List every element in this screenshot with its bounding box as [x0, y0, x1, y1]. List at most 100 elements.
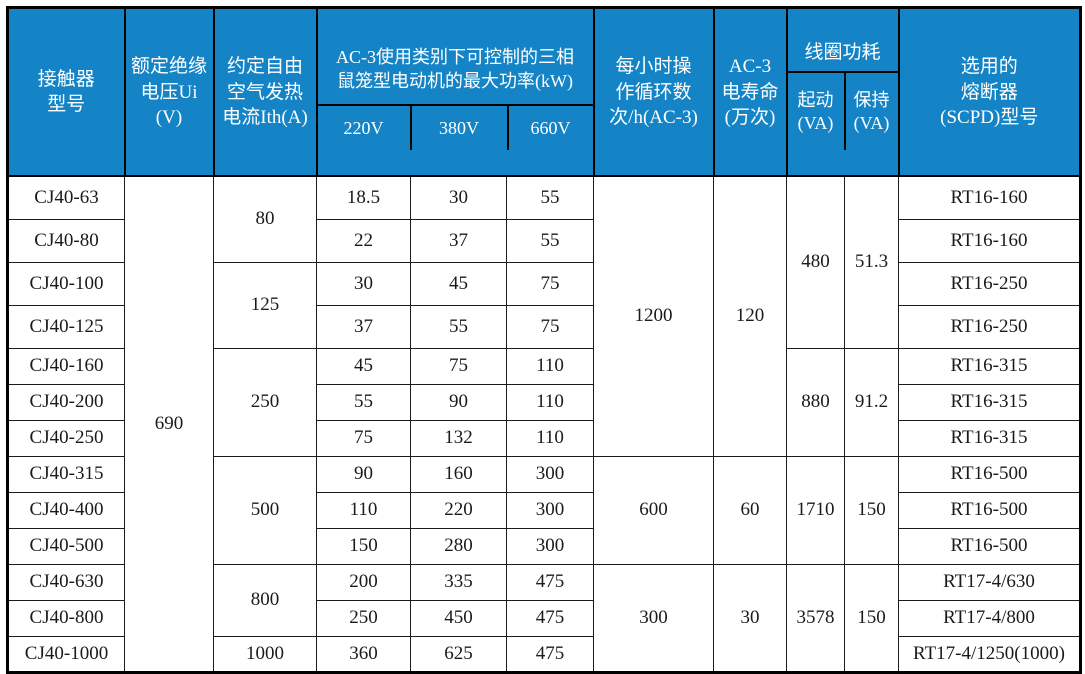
table-row: CJ40-500 150 280 300 RT16-500 — [7, 527, 1081, 565]
header-coil-hold: 保持 (VA) — [853, 90, 890, 133]
header-coil-group-title: 线圈功耗 — [787, 34, 898, 74]
cell-fuse: RT16-315 — [898, 419, 1081, 457]
cell-kw220: 55 — [316, 383, 411, 421]
cell-kw380: 625 — [410, 635, 507, 673]
cell-ith: 80 — [213, 175, 317, 263]
cell-fuse: RT17-4/800 — [898, 599, 1081, 637]
header-fuse-type: 选用的 熔断器 (SCPD)型号 — [897, 6, 1082, 178]
cell-life: 60 — [713, 455, 787, 565]
cell-ui: 690 — [124, 175, 214, 673]
cell-kw660: 475 — [506, 563, 594, 601]
cell-kw220: 45 — [316, 347, 411, 385]
cell-coil_start: 1710 — [786, 455, 845, 565]
cell-fuse: RT16-160 — [898, 175, 1081, 220]
cell-kw380: 280 — [410, 527, 507, 565]
table-row: CJ40-160 250 45 75 110 880 91.2 RT16-315 — [7, 347, 1081, 457]
header-electrical-life: AC-3 电寿命 (万次) — [712, 6, 788, 178]
cell-ith: 800 — [213, 563, 317, 637]
cell-kw660: 300 — [506, 527, 594, 565]
header-contactor-model: 接触器 型号 — [6, 6, 126, 178]
cell-model: CJ40-125 — [7, 304, 125, 349]
header-coil-start: 起动 (VA) — [788, 73, 846, 151]
cell-coil_hold: 51.3 — [844, 175, 899, 349]
cell-kw660: 110 — [506, 347, 594, 385]
cell-model: CJ40-63 — [7, 175, 125, 220]
cell-cycles: 1200 — [593, 175, 714, 457]
header-conventional-thermal-current: 约定自由 空气发热 电流Ith(A) — [212, 6, 318, 178]
cell-kw220: 22 — [316, 218, 411, 263]
cell-kw380: 450 — [410, 599, 507, 637]
cell-coil_start: 480 — [786, 175, 845, 349]
table-row: CJ40-100 125 30 45 75 RT16-250 — [7, 261, 1081, 349]
cell-kw220: 30 — [316, 261, 411, 306]
cell-model: CJ40-80 — [7, 218, 125, 263]
cell-kw380: 55 — [410, 304, 507, 349]
cell-ith: 500 — [213, 455, 317, 565]
cell-kw660: 110 — [506, 383, 594, 421]
cell-fuse: RT16-500 — [898, 527, 1081, 565]
cell-life: 30 — [713, 563, 787, 673]
cell-model: CJ40-500 — [7, 527, 125, 565]
cell-kw220: 18.5 — [316, 175, 411, 220]
cell-kw380: 30 — [410, 175, 507, 220]
cell-kw220: 110 — [316, 491, 411, 529]
cell-fuse: RT16-315 — [898, 383, 1081, 421]
header-coil-group: 线圈功耗 起动 (VA) 保持 (VA) — [785, 6, 900, 178]
cell-model: CJ40-400 — [7, 491, 125, 529]
cell-coil_hold: 150 — [844, 563, 899, 673]
cell-kw380: 132 — [410, 419, 507, 457]
table-row: CJ40-200 55 90 110 RT16-315 — [7, 383, 1081, 421]
cell-model: CJ40-200 — [7, 383, 125, 421]
cell-fuse: RT17-4/1250(1000) — [898, 635, 1081, 673]
cell-fuse: RT16-250 — [898, 261, 1081, 306]
kw-subheaders: 220V 380V 660V — [318, 106, 593, 151]
cell-fuse: RT16-160 — [898, 218, 1081, 263]
cell-cycles: 300 — [593, 563, 714, 673]
table-row: CJ40-63 690 80 18.5 30 55 1200 120 480 51.3 RT16-1… — [7, 175, 1081, 673]
cell-kw380: 45 — [410, 261, 507, 306]
cell-model: CJ40-160 — [7, 347, 125, 385]
cell-kw660: 110 — [506, 419, 594, 457]
cell-kw660: 475 — [506, 635, 594, 673]
cell-kw660: 475 — [506, 599, 594, 637]
cell-model: CJ40-1000 — [7, 635, 125, 673]
header-rated-insulation-voltage: 额定绝缘 电压Ui (V) — [123, 6, 215, 178]
cell-cycles: 600 — [593, 455, 714, 565]
cell-fuse: RT16-315 — [898, 347, 1081, 385]
cell-kw380: 90 — [410, 383, 507, 421]
cell-kw220: 250 — [316, 599, 411, 637]
table-row: CJ40-125 37 55 75 RT16-250 — [7, 304, 1081, 349]
cell-ith: 250 — [213, 347, 317, 457]
table-row: CJ40-315 500 90 160 300 600 60 1710 150 RT16-500 — [7, 455, 1081, 565]
cell-fuse: RT16-250 — [898, 304, 1081, 349]
header-operating-cycles: 每小时操 作循环数 次/h(AC-3) — [592, 6, 715, 178]
kw-group-layout: AC-3使用类别下可控制的三相 鼠笼型电动机的最大功率(kW) 220V 380… — [317, 34, 593, 151]
cell-kw380: 37 — [410, 218, 507, 263]
cell-kw660: 55 — [506, 175, 594, 220]
cell-life: 120 — [713, 175, 787, 457]
cell-model: CJ40-800 — [7, 599, 125, 637]
cell-kw660: 75 — [506, 304, 594, 349]
coil-group-layout: 线圈功耗 起动 (VA) 保持 (VA) — [787, 34, 898, 151]
cell-coil_hold: 91.2 — [844, 347, 899, 457]
cell-model: CJ40-100 — [7, 261, 125, 306]
table-row: CJ40-400 110 220 300 RT16-500 — [7, 491, 1081, 529]
cell-model: CJ40-630 — [7, 563, 125, 601]
cell-kw380: 335 — [410, 563, 507, 601]
table-row: CJ40-250 75 132 110 RT16-315 — [7, 419, 1081, 457]
cell-kw380: 160 — [410, 455, 507, 493]
coil-subheaders: 起动 (VA) 保持 (VA) — [788, 73, 898, 151]
table-row: CJ40-80 22 37 55 RT16-160 — [7, 218, 1081, 263]
cell-kw220: 200 — [316, 563, 411, 601]
table-header: 接触器 型号 额定绝缘 电压Ui (V) 约定自由 空气发热 电流Ith(A) … — [6, 6, 1082, 178]
cell-kw660: 75 — [506, 261, 594, 306]
cell-kw660: 55 — [506, 218, 594, 263]
header-380v: 380V — [412, 106, 509, 151]
table-body: CJ40-63 690 80 18.5 30 55 1200 120 480 51.3 RT16-1… — [7, 175, 1081, 673]
cell-kw220: 37 — [316, 304, 411, 349]
cell-kw660: 300 — [506, 491, 594, 529]
header-row: 接触器 型号 额定绝缘 电压Ui (V) 约定自由 空气发热 电流Ith(A) … — [6, 6, 1082, 178]
cell-kw380: 75 — [410, 347, 507, 385]
cell-coil_start: 880 — [786, 347, 845, 457]
header-220v: 220V — [318, 106, 412, 151]
